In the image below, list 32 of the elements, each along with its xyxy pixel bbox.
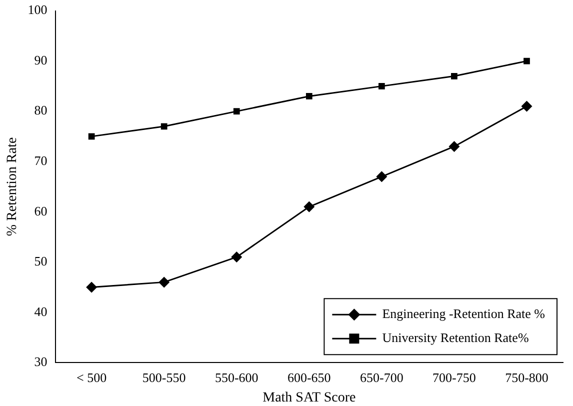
x-tick-label: 650-700 [360,370,404,385]
point [376,171,388,182]
legend-label: University Retention Rate% [382,330,529,346]
point [306,93,312,100]
point [451,72,458,80]
point [378,83,385,90]
point [233,108,240,114]
point [304,201,315,212]
y-axis-title: % Retention Rate [5,137,20,236]
x-tick-label: 500-550 [142,370,186,385]
point [158,276,170,288]
y-tick-label: 50 [34,254,48,269]
y-tick-label: 60 [34,203,48,218]
x-tick-label: 600-650 [287,370,331,385]
y-tick-label: 100 [28,2,48,18]
x-tick-label: 700-750 [432,370,476,385]
legend-label: Engineering -Retention Rate % [382,306,546,322]
y-tick-label: 70 [34,152,48,168]
point [448,140,460,152]
point [86,282,98,293]
point [524,58,530,64]
point [231,252,242,263]
x-tick-label: < 500 [76,370,107,385]
y-tick-label: 40 [34,304,48,319]
x-tick-label: 750-800 [505,370,548,385]
y-tick-label: 80 [34,102,48,118]
y-tick-label: 90 [34,52,48,68]
point [160,123,168,130]
x-axis-title: Math SAT Score [262,390,356,406]
x-tick-label: 550-600 [214,370,258,385]
point [521,100,532,112]
y-tick-label: 30 [34,354,48,370]
